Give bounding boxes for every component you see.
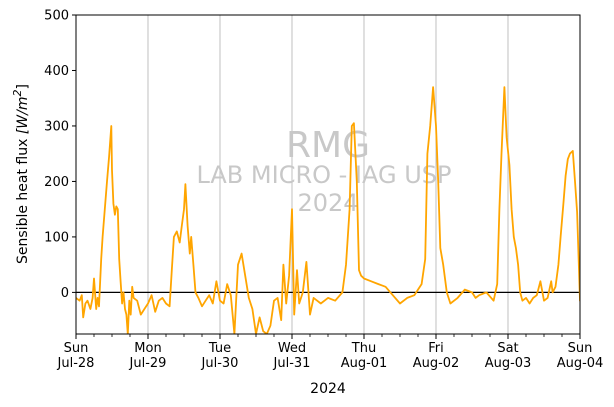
x-tick-date-5: Aug-02	[413, 356, 460, 371]
x-tick-date-2: Jul-30	[201, 356, 239, 371]
y-tick-label-5: 500	[44, 9, 69, 24]
x-tick-day-4: Thu	[351, 341, 376, 356]
y-axis-title: Sensible heat flux [W/m2]	[11, 84, 31, 264]
watermark-line-2: LAB MICRO - IAG USP	[196, 161, 451, 189]
x-tick-day-1: Mon	[134, 341, 161, 356]
y-axis-title-exponent: 2	[11, 89, 24, 96]
x-tick-date-6: Aug-03	[485, 356, 532, 371]
x-tick-date-0: Jul-28	[57, 356, 95, 371]
x-tick-day-3: Wed	[278, 341, 306, 356]
x-tick-date-1: Jul-29	[129, 356, 167, 371]
x-tick-day-2: Tue	[208, 341, 231, 356]
series-line-0	[76, 86, 580, 334]
gridlines	[147, 15, 509, 334]
y-axis-ticks: 0 100 200 300 400 500	[44, 9, 76, 301]
x-tick-date-4: Aug-01	[341, 356, 388, 371]
y-axis-title-close: ]	[15, 84, 31, 89]
y-axis-title-unit: [W/m	[15, 96, 31, 134]
watermark: RMG LAB MICRO - IAG USP 2024	[196, 125, 451, 217]
watermark-line-1: RMG	[286, 125, 370, 166]
x-tick-day-6: Sat	[497, 341, 518, 356]
x-axis-ticks: SunJul-28MonJul-29TueJul-30WedJul-31ThuA…	[57, 334, 604, 371]
y-tick-label-2: 200	[44, 175, 69, 190]
x-axis-title: 2024	[310, 381, 346, 397]
y-tick-label-3: 300	[44, 119, 69, 134]
y-tick-label-4: 400	[44, 64, 69, 79]
y-tick-label-0: 0	[61, 286, 69, 301]
series-layer	[76, 86, 580, 334]
x-tick-date-3: Jul-31	[273, 356, 311, 371]
y-axis-title-main: Sensible heat flux	[15, 134, 31, 264]
watermark-line-3: 2024	[297, 189, 358, 217]
x-tick-day-0: Sun	[64, 341, 89, 356]
x-tick-day-5: Fri	[428, 341, 444, 356]
y-tick-label-1: 100	[44, 230, 69, 245]
x-tick-day-7: Sun	[568, 341, 593, 356]
x-tick-date-7: Aug-04	[557, 356, 604, 371]
